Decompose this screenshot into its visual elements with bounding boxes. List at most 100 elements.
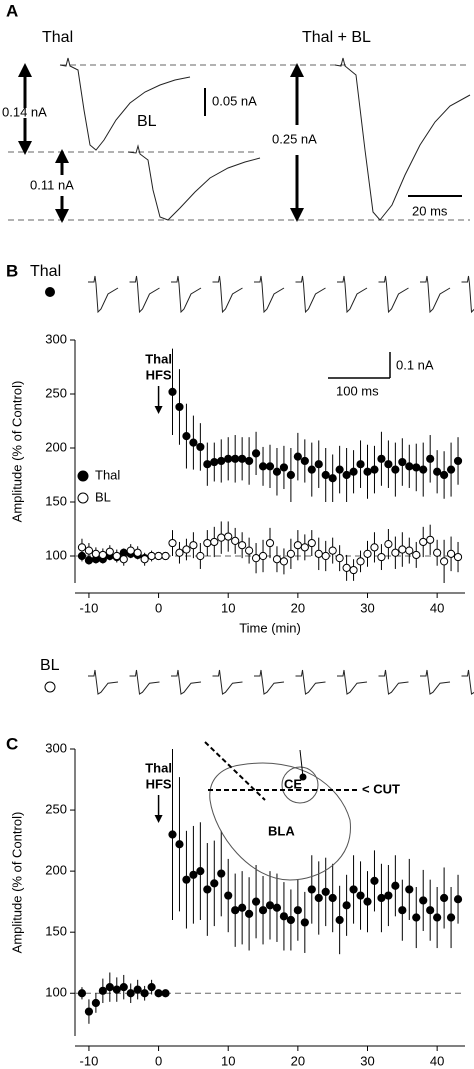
trace-label: Thal + BL — [302, 29, 371, 46]
marker — [245, 456, 254, 466]
amplitude-label: 0.11 nA — [30, 177, 74, 192]
marker — [419, 896, 428, 905]
marker — [217, 533, 226, 542]
electrode — [299, 749, 304, 778]
x-tick-label: 40 — [430, 1053, 444, 1068]
annotation: Thal — [145, 760, 172, 775]
marker — [391, 465, 400, 474]
marker — [161, 551, 170, 561]
marker — [405, 546, 414, 555]
marker — [293, 452, 302, 461]
marker — [77, 543, 87, 552]
marker — [433, 913, 442, 922]
inset-trace — [212, 669, 243, 695]
x-tick-label: 30 — [360, 1053, 374, 1068]
marker — [300, 456, 309, 466]
marker — [328, 474, 337, 483]
y-tick-label: 100 — [45, 985, 67, 1000]
marker — [286, 549, 295, 558]
marker — [272, 903, 282, 912]
marker — [300, 543, 309, 552]
y-tick-label: 300 — [45, 740, 67, 755]
trace — [334, 57, 471, 221]
annotation: HFS — [146, 776, 172, 791]
marker — [286, 915, 295, 925]
marker — [258, 551, 268, 561]
x-tick-label: 20 — [291, 1053, 305, 1068]
x-tick-label: 0 — [155, 600, 162, 615]
inset-trace — [171, 669, 202, 695]
inset-label: < CUT — [362, 781, 400, 796]
cut-line — [204, 741, 266, 801]
legend-marker — [77, 470, 89, 482]
marker — [342, 563, 351, 572]
inset-trace — [378, 275, 409, 314]
marker — [210, 879, 219, 888]
marker — [405, 462, 414, 471]
marker — [335, 915, 344, 925]
marker — [279, 912, 289, 921]
scale-label: 0.1 nA — [396, 357, 434, 372]
marker — [349, 565, 358, 575]
marker — [251, 449, 261, 458]
marker — [307, 465, 316, 474]
marker — [440, 470, 449, 480]
inset-trace — [461, 669, 474, 695]
marker — [363, 467, 372, 476]
legend-marker — [77, 492, 89, 504]
marker — [168, 830, 177, 839]
marker — [217, 869, 226, 878]
marker — [112, 985, 121, 994]
marker — [328, 546, 337, 555]
panel-label: B — [6, 261, 18, 280]
marker — [426, 906, 435, 915]
marker — [356, 891, 365, 900]
marker — [335, 554, 344, 563]
marker — [356, 460, 365, 469]
y-axis-label: Amplitude (% of Control) — [9, 381, 24, 523]
marker — [119, 983, 128, 992]
inset-label: BLA — [268, 823, 295, 838]
marker — [84, 546, 94, 555]
legend-label: Thal — [95, 467, 120, 482]
marker — [433, 467, 442, 476]
marker — [446, 465, 456, 474]
marker — [419, 537, 428, 547]
marker — [196, 867, 205, 876]
marker — [349, 467, 358, 476]
marker — [238, 903, 247, 912]
marker — [140, 989, 149, 998]
trace-label: BL — [137, 113, 157, 130]
marker — [293, 541, 302, 550]
marker — [203, 460, 212, 469]
x-tick-label: 10 — [221, 1053, 235, 1068]
marker — [224, 532, 233, 541]
marker — [77, 989, 87, 998]
inset-trace — [88, 669, 119, 695]
marker — [84, 1007, 94, 1016]
marker — [224, 454, 233, 463]
legend-label: BL — [95, 489, 111, 504]
marker — [140, 555, 149, 564]
marker — [453, 552, 463, 562]
marker — [363, 549, 372, 558]
marker — [335, 465, 344, 474]
marker — [203, 538, 212, 548]
marker — [391, 881, 400, 890]
inset-label: CE — [284, 776, 302, 791]
marker — [356, 557, 365, 566]
inset-trace — [461, 275, 474, 314]
marker — [440, 893, 449, 903]
annotation: Thal — [145, 351, 172, 366]
marker — [384, 460, 393, 469]
marker — [224, 891, 233, 900]
marker — [440, 557, 449, 566]
marker — [168, 387, 177, 396]
marker — [238, 541, 247, 550]
marker — [112, 551, 121, 561]
marker — [119, 555, 128, 564]
inset-trace — [212, 275, 243, 314]
marker — [147, 983, 156, 992]
marker — [251, 554, 261, 563]
y-tick-label: 100 — [45, 547, 67, 562]
